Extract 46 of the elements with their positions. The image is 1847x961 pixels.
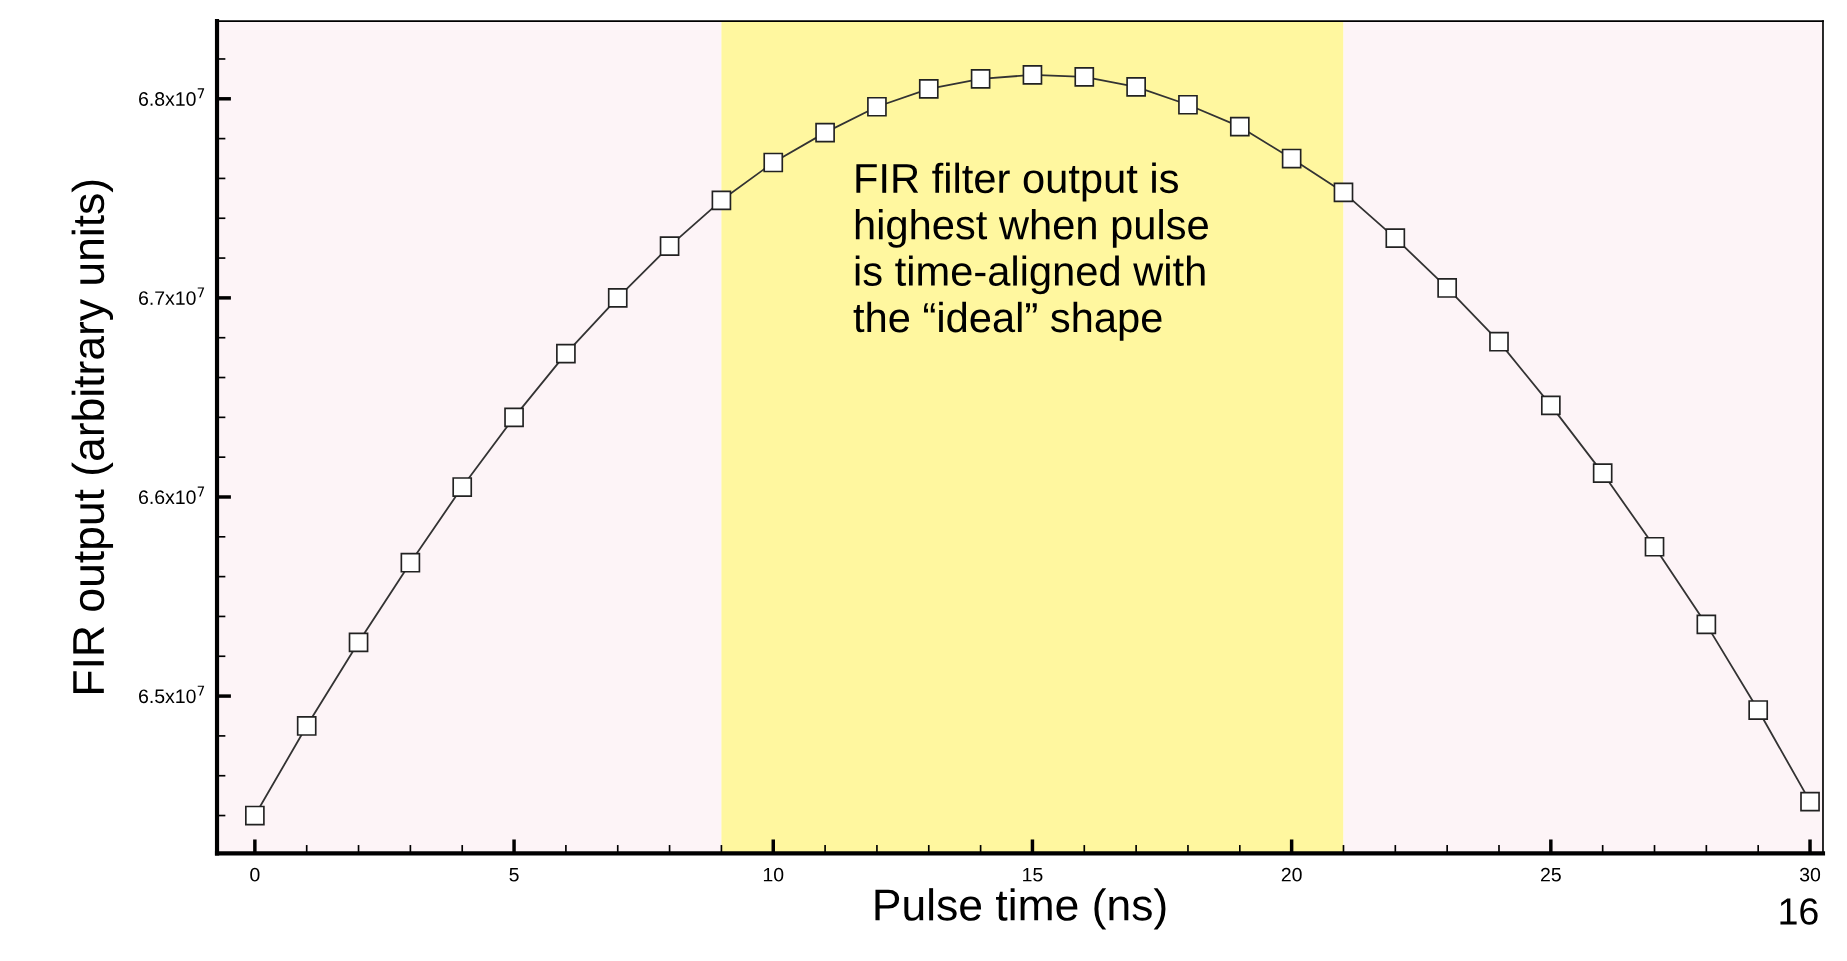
point bbox=[1074, 67, 1095, 87]
point bbox=[1489, 331, 1509, 352]
point bbox=[400, 552, 421, 573]
point bbox=[1696, 614, 1717, 635]
point bbox=[1437, 278, 1458, 298]
point bbox=[1644, 536, 1665, 557]
point bbox=[1385, 228, 1406, 249]
text: 16 bbox=[1780, 898, 1818, 925]
x-tick-label: 10 bbox=[763, 867, 784, 882]
point bbox=[918, 78, 939, 99]
point bbox=[1126, 76, 1146, 97]
point bbox=[815, 122, 835, 143]
y-tick-label: 6.6x10$^{7}$ bbox=[139, 486, 205, 505]
point bbox=[970, 69, 991, 89]
point bbox=[1592, 463, 1613, 483]
point bbox=[607, 288, 628, 308]
y-tick-label: 6.5x10$^{7}$ bbox=[139, 685, 205, 704]
point bbox=[556, 343, 576, 364]
point bbox=[711, 190, 732, 211]
point bbox=[763, 152, 784, 173]
x-tick-label: 30 bbox=[1799, 867, 1821, 882]
point bbox=[452, 477, 473, 497]
point bbox=[1022, 65, 1043, 85]
point bbox=[1229, 116, 1250, 137]
point bbox=[348, 632, 369, 653]
x-tick-label: 15 bbox=[1023, 867, 1043, 882]
point bbox=[1748, 700, 1769, 720]
point bbox=[245, 805, 265, 826]
x-tick-label: 5 bbox=[509, 867, 519, 882]
point bbox=[1281, 148, 1302, 169]
point bbox=[504, 407, 524, 428]
x-axis-title: Pulse time (ns) bbox=[875, 888, 1166, 930]
point bbox=[1800, 791, 1820, 812]
point bbox=[1540, 395, 1561, 416]
annotation: FIR filter output is highest when pulse is time-aligned with the “ideal” shape bbox=[853, 162, 1208, 341]
y-tick-label: 6.7x10$^{7}$ bbox=[139, 287, 205, 305]
x-tick-label: 20 bbox=[1281, 867, 1302, 882]
x-tick-label: 25 bbox=[1541, 867, 1561, 882]
y-axis-title: FIR output (arbitrary units) bbox=[71, 180, 114, 693]
point bbox=[1178, 94, 1198, 115]
point bbox=[867, 96, 887, 117]
point bbox=[1333, 182, 1354, 203]
point bbox=[659, 236, 680, 256]
y-tick-label: 6.8x10$^{7}$ bbox=[139, 88, 205, 106]
point bbox=[296, 716, 317, 736]
x-tick-label: 0 bbox=[250, 867, 260, 882]
